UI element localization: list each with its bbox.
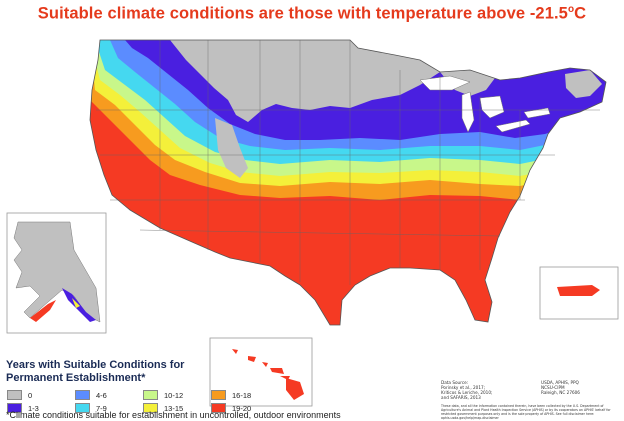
footnote: *Climate conditions suitable for establi…: [6, 410, 341, 420]
legend-swatch: [211, 403, 226, 413]
legend-swatch: [211, 390, 226, 400]
map-title: Suitable climate conditions are those wi…: [37, 4, 587, 23]
zone-0-maine: [565, 70, 602, 98]
zone-0-rockies: [215, 118, 248, 178]
alaska-inset: [6, 212, 107, 334]
legend-title: Years with Suitable Conditions for Perma…: [6, 359, 185, 384]
legend-item: 0: [7, 389, 32, 401]
zone-0-plains: [170, 40, 440, 122]
state-boundaries: [96, 40, 600, 285]
data-source: Data Source: Porinsky et al., 2017; Krit…: [441, 380, 493, 400]
legend-swatch: [143, 403, 158, 413]
legend-item: 1-3: [7, 402, 39, 414]
legend-item: 16-18: [211, 389, 251, 401]
legend-swatch: [143, 390, 158, 400]
legend-item: 4-6: [75, 389, 107, 401]
agency-credit: USDA, APHIS, PPQ NCSU-CIPM Raleigh, NC 2…: [541, 380, 580, 395]
legend-swatch: [7, 390, 22, 400]
legend-swatch: [7, 403, 22, 413]
great-lakes: [419, 75, 551, 133]
puerto-rico-inset: [539, 266, 619, 320]
disclaimer: These data, and all the information cont…: [441, 404, 611, 420]
legend-item: 10-12: [143, 389, 183, 401]
conus-outline: [89, 39, 607, 326]
legend-item: 13-15: [143, 402, 183, 414]
legend-swatch: [75, 390, 90, 400]
hawaii-inset: [209, 337, 313, 407]
legend-item: 19-20: [211, 402, 251, 414]
legend-item: 7-9: [75, 402, 107, 414]
legend: 0 1-3 4-6 7-9 10-12 13-15 16-18 19-20: [7, 389, 287, 415]
legend-swatch: [75, 403, 90, 413]
